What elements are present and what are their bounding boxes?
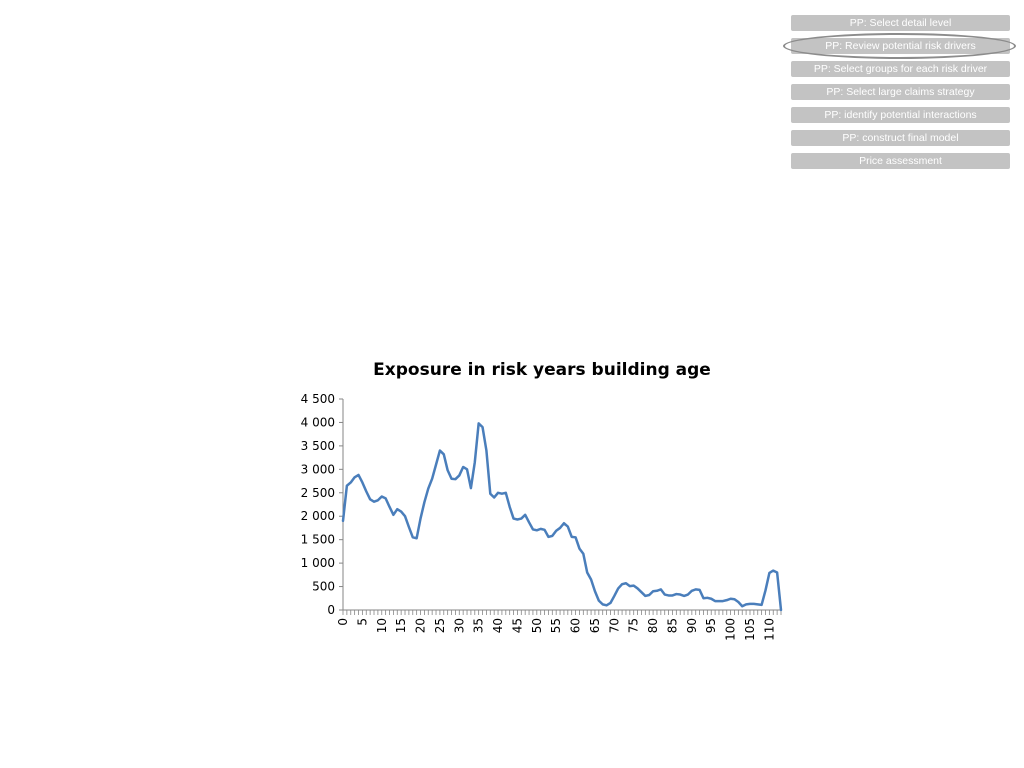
nav-button-3[interactable]: PP: Select groups for each risk driver	[791, 61, 1010, 77]
x-tick-label: 35	[472, 618, 486, 633]
y-tick-label: 1 500	[301, 533, 335, 547]
y-tick-label: 500	[312, 580, 335, 594]
nav-button-1[interactable]: PP: Select detail level	[791, 15, 1010, 31]
x-tick-label: 100	[724, 618, 738, 641]
x-tick-label: 30	[452, 618, 466, 633]
nav-button-6[interactable]: PP: construct final model	[791, 130, 1010, 146]
nav-button-2[interactable]: PP: Review potential risk drivers	[783, 33, 1016, 59]
y-tick-label: 3 500	[301, 439, 335, 453]
x-tick-label: 105	[743, 618, 757, 641]
nav-button-5[interactable]: PP: identify potential interactions	[791, 107, 1010, 123]
x-tick-label: 65	[588, 618, 602, 633]
x-tick-label: 55	[549, 618, 563, 633]
x-tick-label: 50	[530, 618, 544, 633]
x-tick-label: 85	[665, 618, 679, 633]
x-tick-label: 20	[414, 618, 428, 633]
chart-title: Exposure in risk years building age	[373, 360, 711, 380]
x-tick-label: 60	[569, 618, 583, 633]
y-tick-label: 4 000	[301, 415, 335, 429]
x-tick-label: 25	[433, 618, 447, 633]
x-tick-label: 90	[685, 618, 699, 633]
y-tick-label: 0	[327, 603, 335, 617]
process-nav: PP: Select detail level PP: Review potent…	[783, 15, 1016, 176]
x-tick-label: 95	[704, 618, 718, 633]
nav-button-7[interactable]: Price assessment	[791, 153, 1010, 169]
exposure-chart: Exposure in risk years building age 0 500…	[280, 350, 800, 650]
x-tick-label: 70	[607, 618, 621, 633]
x-tick-label: 15	[394, 618, 408, 633]
x-tick-label: 0	[336, 618, 350, 626]
y-tick-label: 1 000	[301, 556, 335, 570]
x-tick-label: 80	[646, 618, 660, 633]
y-tick-label: 2 000	[301, 509, 335, 523]
series-line-1	[341, 422, 783, 612]
chart-canvas: Exposure in risk years building age 0500…	[301, 360, 783, 641]
x-tick-label: 5	[355, 618, 369, 626]
y-tick-label: 4 500	[301, 392, 335, 406]
x-tick-label: 110	[762, 618, 776, 641]
nav-button-4[interactable]: PP: Select large claims strategy	[791, 84, 1010, 100]
x-tick-label: 10	[375, 618, 389, 633]
x-tick-label: 40	[491, 618, 505, 633]
y-tick-label: 3 000	[301, 462, 335, 476]
y-tick-label: 2 500	[301, 486, 335, 500]
x-tick-label: 45	[510, 618, 524, 633]
x-tick-label: 75	[627, 618, 641, 633]
